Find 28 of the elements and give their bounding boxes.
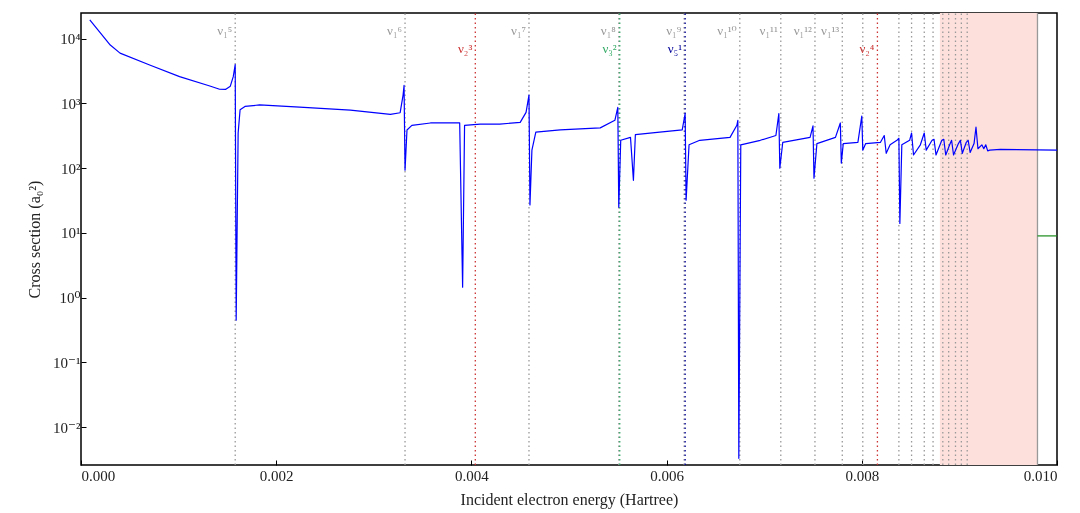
x-axis-title: Incident electron energy (Hartree) [460,490,679,509]
x-tick-label: 0.004 [455,467,490,484]
y-tick-label: 10⁰ [59,290,81,307]
ref-line-label: ν₁¹³ [821,23,840,38]
y-tick-label: 10¹ [61,225,81,242]
ref-line-label: ν₁⁸ [600,23,617,38]
ref-line-label: ν₁⁵ [217,23,233,38]
y-tick-label: 10³ [61,95,81,112]
y-tick-label: 10⁻¹ [53,354,81,371]
x-tick-label: 0.010 [1023,467,1058,484]
ref-line-label: ν₁⁹ [666,23,682,38]
x-tick-label: 0.000 [81,467,116,484]
ref-line-label: ν₂⁴ [859,41,875,56]
x-tick-label: 0.002 [259,467,294,484]
y-tick-label: 10⁻² [53,419,81,436]
ref-line-label: ν₃² [602,41,617,56]
ref-line-label: ν₁⁷ [511,23,526,38]
ref-line-label: ν₁¹¹ [759,23,778,38]
y-tick-label: 10⁴ [60,31,81,48]
ref-line-label: ν₅¹ [667,41,683,56]
ref-line-label: ν₁⁶ [387,23,403,38]
x-tick-label: 0.008 [845,467,880,484]
ref-line-label: ν₁¹² [793,23,813,38]
y-axis-title: Cross section (a₀²) [26,180,45,299]
x-tick-label: 0.006 [650,467,685,484]
y-tick-label: 10² [61,160,81,177]
ref-line-label: ν₂³ [457,41,473,56]
ref-line-label: ν₁¹⁰ [717,23,737,38]
